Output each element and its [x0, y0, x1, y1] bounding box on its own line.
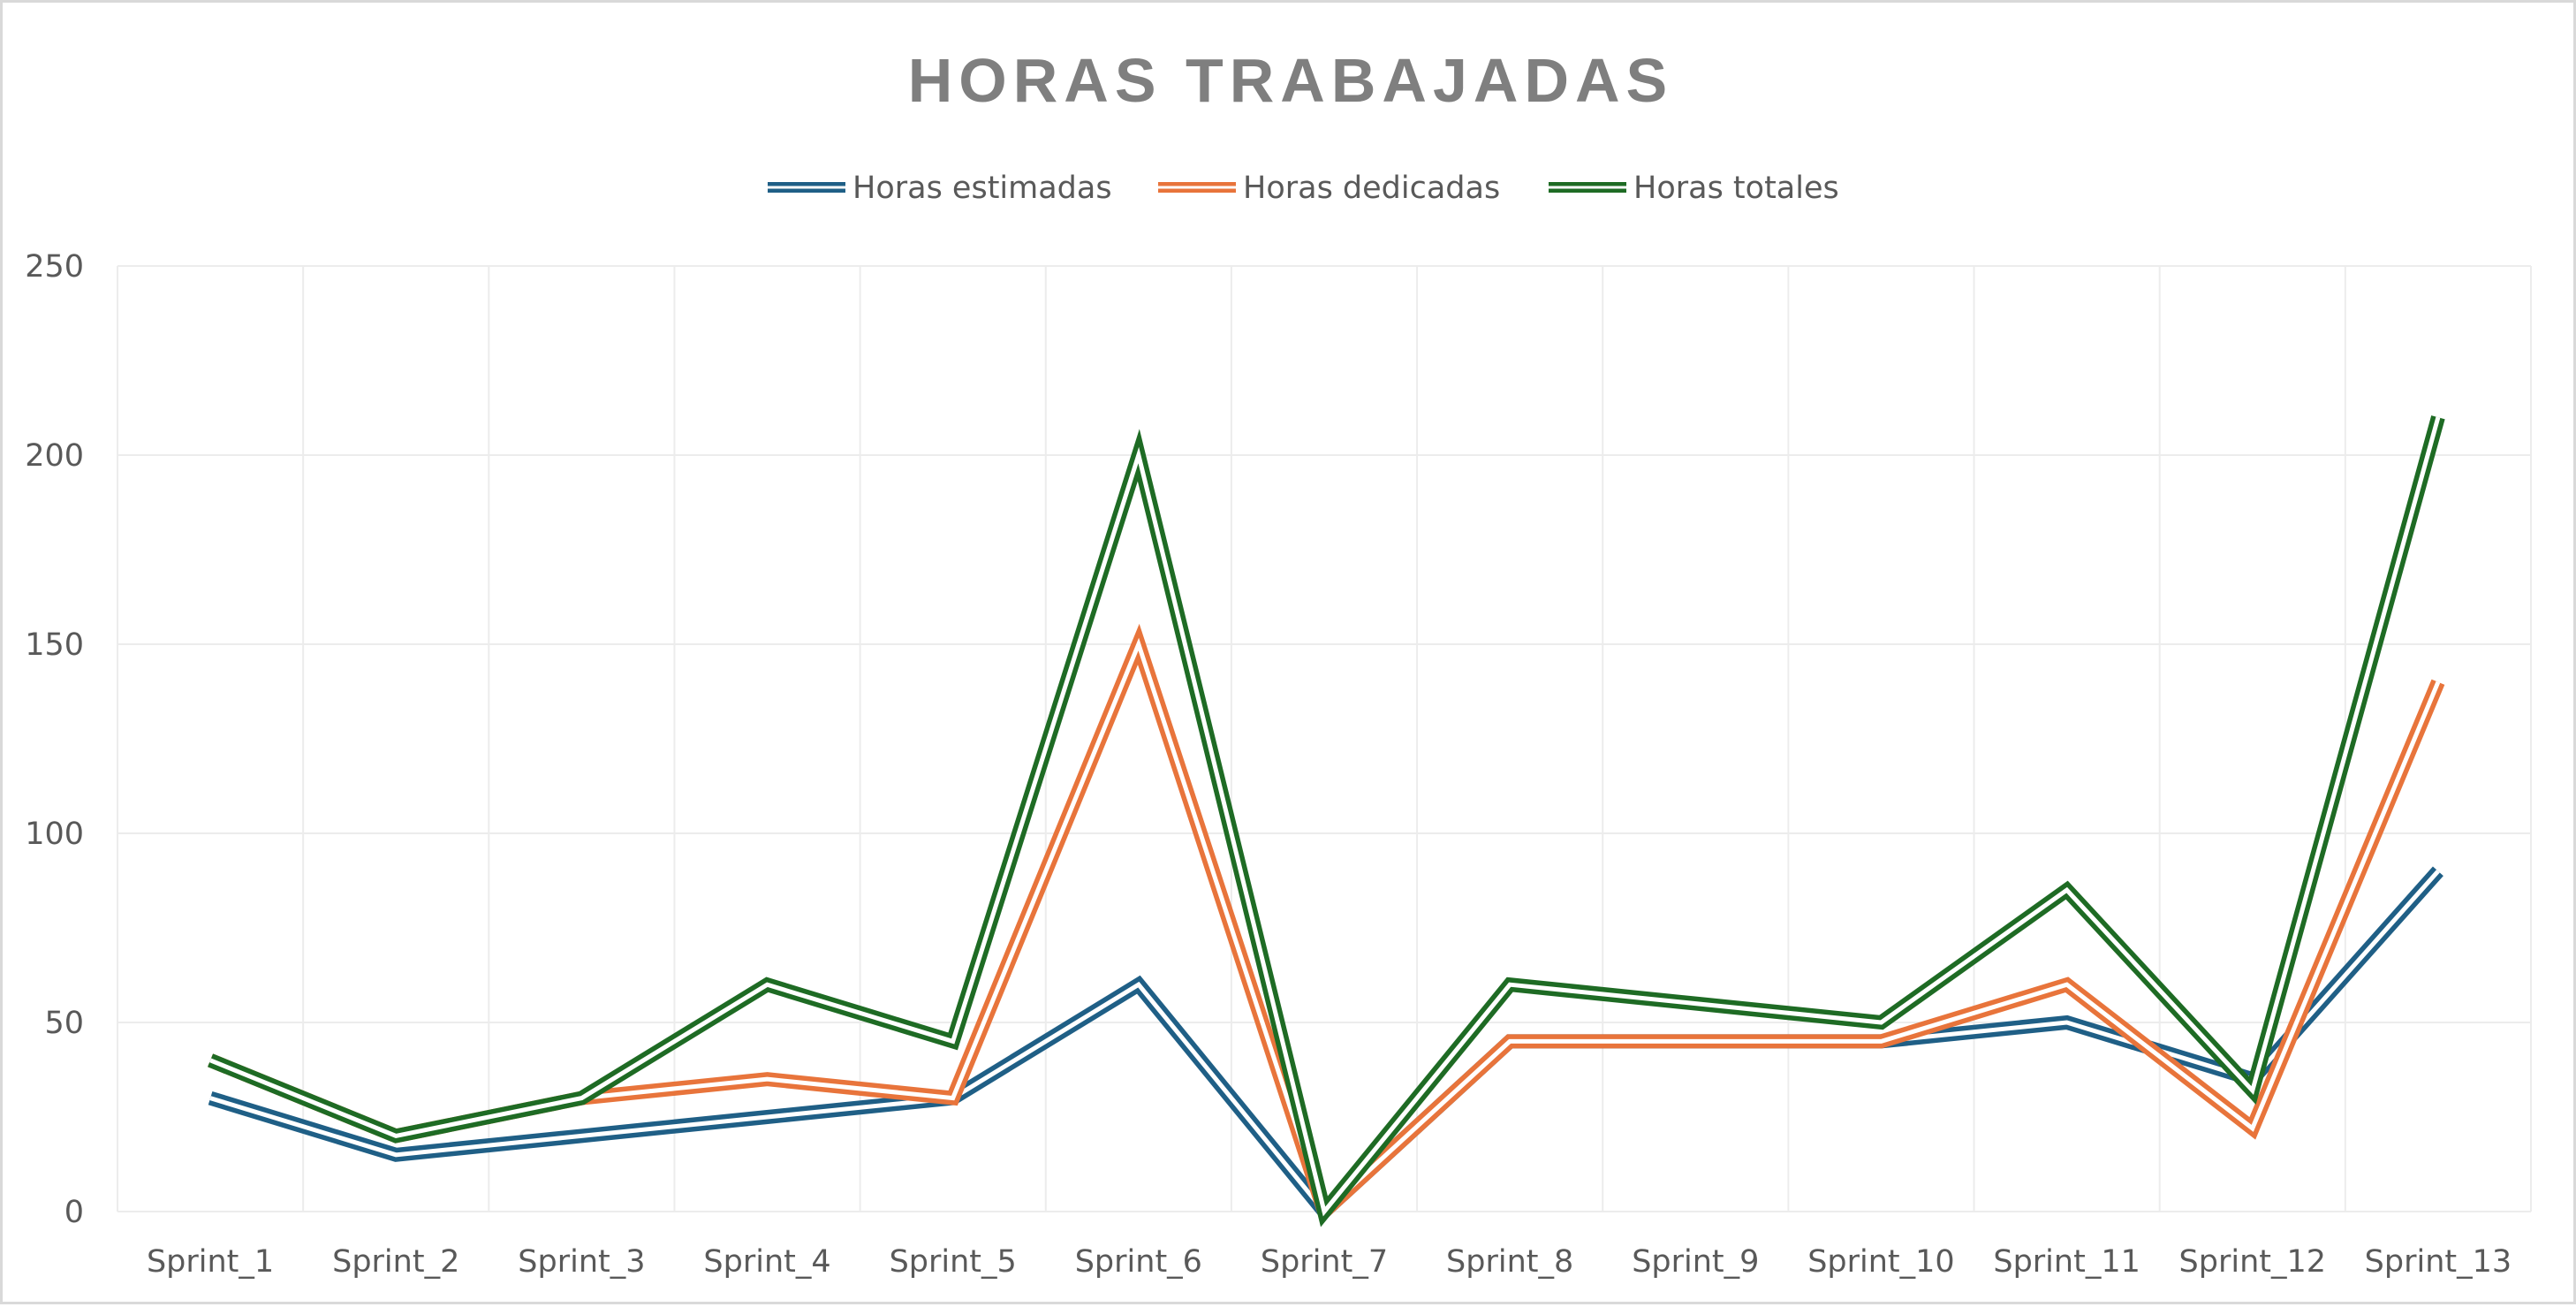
- data-point: [952, 1040, 954, 1042]
- data-point: [1138, 643, 1140, 645]
- x-tick-label: Sprint_13: [2365, 1244, 2512, 1280]
- y-axis: 0 50 100 150 200 250: [25, 249, 84, 1230]
- y-tick-label: 0: [64, 1195, 84, 1230]
- data-point: [952, 1098, 954, 1099]
- legend-label: Horas totales: [1633, 171, 1839, 206]
- series-line-inner: [209, 416, 2441, 1217]
- data-point: [767, 1078, 769, 1080]
- legend-item-0: Horas estimadas: [768, 171, 1112, 206]
- data-point: [395, 1135, 397, 1136]
- data-point: [1509, 1040, 1511, 1042]
- data-point: [2437, 870, 2439, 872]
- x-tick-label: Sprint_3: [518, 1244, 645, 1280]
- data-point: [580, 1098, 582, 1099]
- data-point: [1138, 454, 1140, 456]
- legend: Horas estimadas Horas dedicadas Horas tota…: [768, 171, 1839, 206]
- x-axis: Sprint_1 Sprint_2 Sprint_3 Sprint_4 Sprint_5…: [147, 1244, 2512, 1280]
- data-point: [2437, 416, 2439, 418]
- legend-label: Horas dedicadas: [1243, 171, 1500, 206]
- data-point: [2437, 681, 2439, 683]
- plot-series: [208, 415, 2445, 1227]
- x-tick-label: Sprint_11: [1993, 1244, 2140, 1280]
- x-tick-label: Sprint_10: [1807, 1244, 1955, 1280]
- x-tick-label: Sprint_7: [1261, 1244, 1388, 1280]
- data-point: [1323, 1211, 1325, 1212]
- data-point: [1509, 984, 1511, 985]
- data-point: [2252, 1128, 2254, 1129]
- x-tick-label: Sprint_8: [1446, 1244, 1573, 1280]
- x-tick-label: Sprint_2: [332, 1244, 459, 1280]
- chart-title: HORAS TRABAJADAS: [908, 46, 1673, 115]
- y-tick-label: 200: [25, 438, 84, 474]
- legend-label: Horas estimadas: [852, 171, 1112, 206]
- data-point: [2252, 1090, 2254, 1091]
- x-tick-label: Sprint_1: [147, 1244, 274, 1280]
- y-tick-label: 100: [25, 817, 84, 852]
- data-point: [2066, 1022, 2068, 1023]
- x-tick-label: Sprint_5: [890, 1244, 1017, 1280]
- chart-svg: HORAS TRABAJADAS Horas estimadas Horas de…: [25, 46, 2532, 1280]
- x-tick-label: Sprint_6: [1075, 1244, 1202, 1280]
- legend-item-2: Horas totales: [1549, 171, 1839, 206]
- legend-item-1: Horas dedicadas: [1158, 171, 1500, 206]
- data-point: [1694, 1040, 1696, 1042]
- x-tick-label: Sprint_9: [1632, 1244, 1759, 1280]
- data-point: [2066, 984, 2068, 985]
- y-tick-label: 50: [44, 1006, 84, 1041]
- data-point: [580, 1135, 582, 1136]
- data-point: [767, 1116, 769, 1118]
- data-point: [767, 984, 769, 985]
- data-point: [1880, 1022, 1882, 1023]
- data-point: [209, 1098, 211, 1099]
- y-tick-label: 150: [25, 627, 84, 663]
- series-2: [208, 415, 2445, 1227]
- data-point: [1880, 1040, 1882, 1042]
- series-line-outer: [208, 415, 2445, 1227]
- x-tick-label: Sprint_4: [703, 1244, 830, 1280]
- data-point: [1138, 984, 1140, 985]
- data-point: [2066, 889, 2068, 891]
- y-tick-label: 250: [25, 249, 84, 285]
- data-point: [1694, 1003, 1696, 1005]
- data-point: [209, 1060, 211, 1061]
- x-tick-label: Sprint_12: [2179, 1244, 2327, 1280]
- data-point: [395, 1154, 397, 1156]
